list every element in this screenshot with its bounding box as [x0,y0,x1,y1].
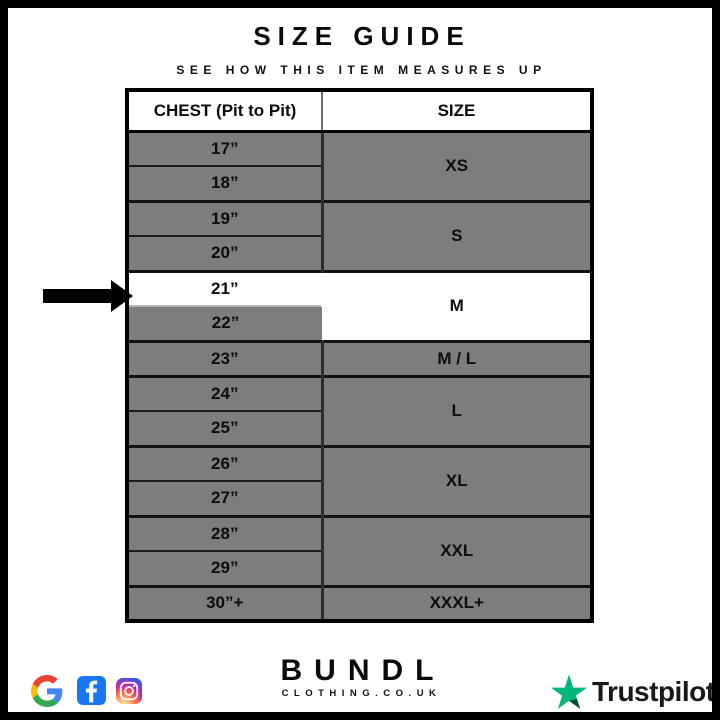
table-row: 30”+ XXXL+ [127,584,592,621]
chest-cell: 30”+ [127,584,324,621]
trustpilot-star-icon [551,674,587,709]
col-header-chest: CHEST (Pit to Pit) [127,90,323,133]
chest-cell: 22” [127,305,322,341]
chest-cell: 23” [127,339,324,376]
brand-domain: CLOTHING.CO.UK [281,688,442,699]
table-header-row: CHEST (Pit to Pit) SIZE [127,90,592,133]
col-header-size: SIZE [322,90,592,133]
table-row: 18” [127,165,592,201]
size-cell: S [322,199,592,271]
table-row: 19” S [127,199,592,271]
table-row: 29” [127,550,592,586]
chest-cell: 20” [127,235,324,271]
table-row: 26” XL [127,444,592,516]
table-row: 28” XXL [127,514,592,586]
chest-cell: 17” [127,131,324,166]
size-cell: M / L [322,339,592,376]
table-row: 27” [127,480,592,516]
size-cell: XL [322,444,592,516]
size-cell: XS [322,131,592,201]
selection-arrow-icon [43,280,133,312]
table-row: 25” [127,410,592,446]
page-title: SIZE GUIDE [253,21,471,51]
table-row: 22” [127,305,592,341]
size-cell: L [322,374,592,446]
arrow-shaft [43,289,113,303]
size-guide-table: CHEST (Pit to Pit) SIZE 17” XS 18” 19” S… [125,88,594,623]
trustpilot-label: Trustpilot [592,676,715,707]
chest-cell: 28” [127,514,324,551]
table-row-highlighted: 21” M [127,269,592,341]
size-guide-table-wrap: CHEST (Pit to Pit) SIZE 17” XS 18” 19” S… [125,88,594,623]
chest-cell-highlighted: 21” [127,269,324,306]
trustpilot-logo[interactable]: Trustpilot [551,673,715,712]
table-row: 23” M / L [127,339,592,376]
page-subtitle: SEE HOW THIS ITEM MEASURES UP [176,63,547,77]
chest-cell: 26” [127,444,324,481]
chest-cell: 29” [127,550,324,586]
chest-cell: 24” [127,374,324,411]
size-cell: XXXL+ [322,584,592,621]
arrow-head [111,280,133,312]
chest-cell: 27” [127,480,324,516]
size-cell: XXL [322,514,592,586]
instagram-icon[interactable] [116,678,142,704]
size-cell-highlighted: M [322,269,592,341]
brand-wordmark: BUNDL [280,654,446,687]
chest-cell: 19” [127,199,324,236]
table-row: 20” [127,235,592,271]
chest-cell: 18” [127,165,324,201]
table-row: 24” L [127,374,592,446]
table-row: 17” XS [127,131,592,201]
google-icon[interactable] [31,675,63,707]
facebook-icon[interactable] [77,676,106,705]
chest-cell: 25” [127,410,324,446]
